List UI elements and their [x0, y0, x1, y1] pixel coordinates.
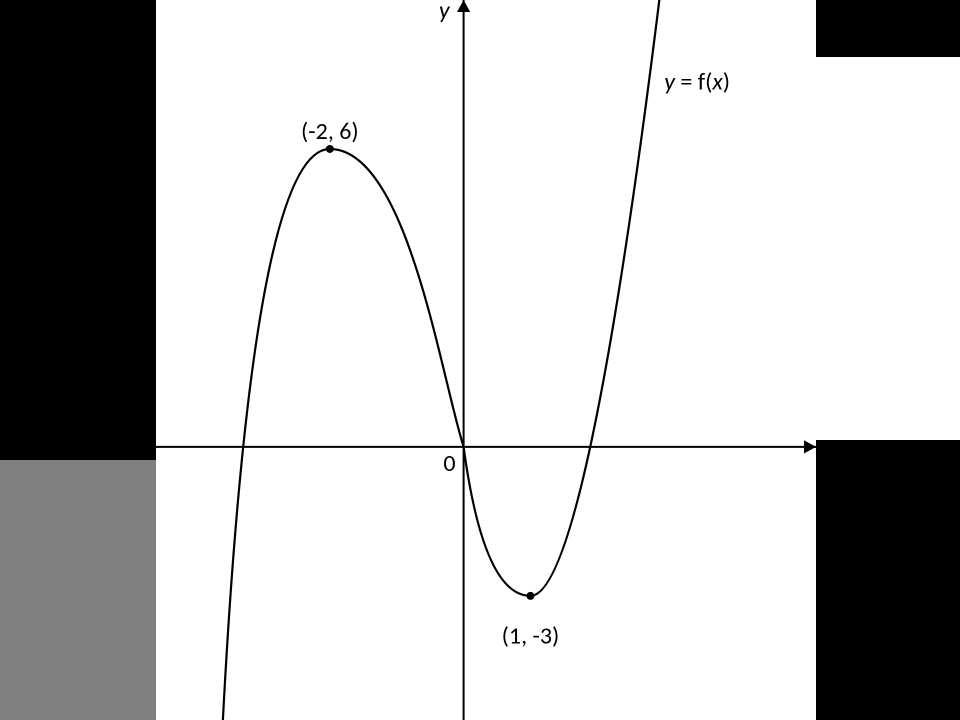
local-max-marker — [326, 145, 334, 153]
origin-label: 0 — [443, 449, 455, 478]
function-label: y = f(x) — [664, 67, 730, 96]
local-min-marker — [526, 592, 534, 600]
y-axis-label: y — [439, 0, 451, 25]
plot-background — [156, 0, 816, 720]
function-plot: (-2, 6) (1, -3) 0 y y = f(x) — [0, 0, 960, 720]
stage: (-2, 6) (1, -3) 0 y y = f(x) — [0, 0, 960, 720]
local-max-label: (-2, 6) — [301, 117, 359, 146]
local-min-label: (1, -3) — [502, 621, 560, 650]
